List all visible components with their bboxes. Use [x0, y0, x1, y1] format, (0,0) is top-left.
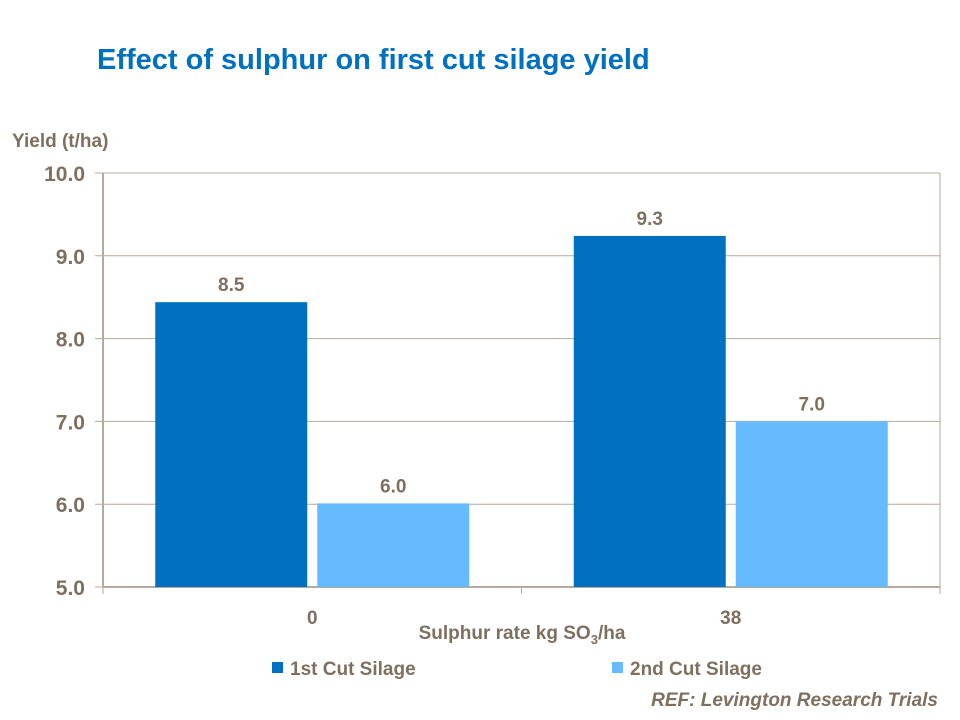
x-tick-label: 0 — [307, 608, 318, 629]
reference-note: REF: Levington Research Trials — [651, 690, 938, 711]
x-tick-label: 38 — [720, 608, 741, 629]
legend-swatch — [272, 662, 283, 673]
chart-title: Effect of sulphur on first cut silage yi… — [97, 44, 650, 76]
legend-label: 2nd Cut Silage — [630, 659, 762, 680]
bar — [573, 235, 726, 588]
x-axis-label: Sulphur rate kg SO3/ha — [419, 623, 626, 647]
bar — [735, 421, 888, 587]
data-label: 7.0 — [799, 394, 825, 415]
y-tick-label: 9.0 — [56, 246, 85, 269]
legend-swatch — [612, 662, 623, 673]
y-tick-label: 7.0 — [56, 411, 85, 434]
y-tick-label: 10.0 — [44, 163, 85, 186]
y-axis-label: Yield (t/ha) — [12, 131, 108, 152]
data-label: 6.0 — [380, 476, 406, 497]
y-tick-label: 6.0 — [56, 494, 85, 517]
data-label: 9.3 — [637, 209, 663, 230]
bar — [155, 302, 308, 587]
bar — [317, 503, 470, 587]
legend-label: 1st Cut Silage — [290, 659, 416, 680]
y-tick-label: 5.0 — [56, 577, 85, 600]
y-tick-label: 8.0 — [56, 329, 85, 352]
data-label: 8.5 — [218, 275, 245, 296]
